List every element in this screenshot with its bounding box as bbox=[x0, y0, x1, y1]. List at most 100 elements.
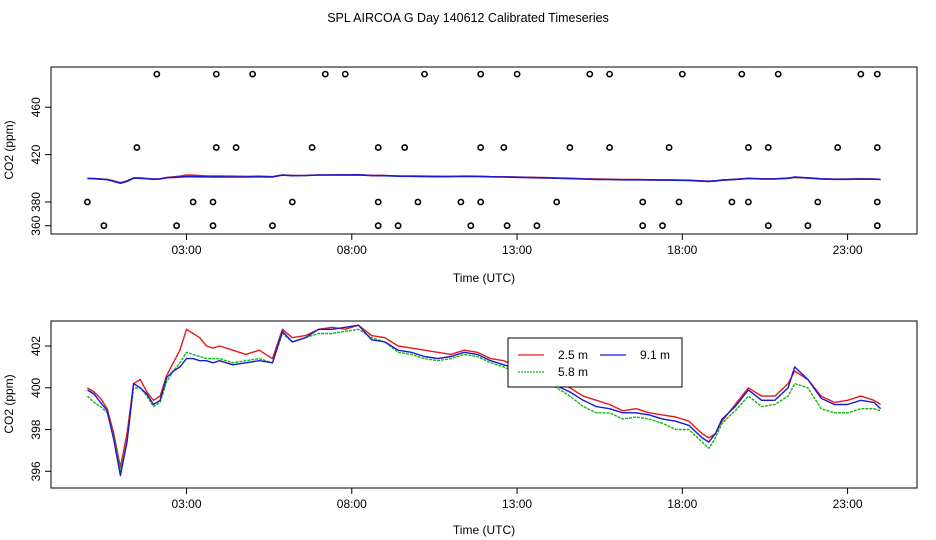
series-line-9-1-m bbox=[87, 324, 882, 477]
top-x-axis-label: Time (UTC) bbox=[453, 271, 515, 285]
calibration-point bbox=[764, 144, 772, 151]
series-line-5-8-m bbox=[86, 328, 881, 472]
top-y-axis: 360 380 420 460 bbox=[29, 97, 51, 236]
calibration-point bbox=[774, 70, 782, 78]
calibration-point bbox=[189, 198, 197, 206]
calibration-point bbox=[401, 144, 409, 151]
bottom-x-tick-label: 23:00 bbox=[833, 497, 863, 511]
calibration-point bbox=[100, 222, 108, 230]
calibration-point bbox=[606, 144, 613, 151]
calibration-point bbox=[209, 222, 217, 230]
top-y-tick-label: 460 bbox=[29, 97, 43, 117]
calibration-point bbox=[374, 144, 382, 151]
calibration-point bbox=[804, 222, 812, 230]
calibration-point bbox=[533, 222, 541, 230]
calibration-point bbox=[414, 198, 422, 206]
top-x-tick-label: 23:00 bbox=[833, 243, 863, 257]
legend-label-5-8m: 5.8 m bbox=[558, 365, 588, 379]
calibration-point bbox=[857, 70, 865, 78]
bottom-x-tick-label: 03:00 bbox=[172, 497, 202, 511]
calibration-point bbox=[249, 70, 256, 78]
top-x-tick-label: 18:00 bbox=[667, 243, 697, 257]
calibration-point bbox=[374, 222, 382, 230]
calibration-point bbox=[639, 222, 647, 230]
calibration-point bbox=[639, 198, 647, 206]
calibration-point bbox=[873, 144, 881, 151]
bottom-panel: 03:00 08:00 13:00 18:00 23:00 396 398 400 402 T… bbox=[2, 320, 918, 537]
calibration-point bbox=[606, 70, 613, 78]
legend: 2.5 m 9.1 m 5.8 m bbox=[507, 337, 683, 388]
calibration-point bbox=[665, 144, 673, 151]
calibration-point bbox=[764, 222, 772, 230]
calibration-point bbox=[394, 222, 402, 230]
top-calibration-points bbox=[84, 70, 881, 230]
calibration-point bbox=[873, 198, 881, 206]
bottom-y-axis-label: CO2 (ppm) bbox=[2, 374, 16, 433]
series-line-2-5-m bbox=[87, 324, 881, 468]
legend-label-9-1m: 9.1 m bbox=[640, 348, 670, 362]
top-series-lines bbox=[87, 173, 881, 185]
bottom-x-tick-label: 18:00 bbox=[667, 497, 697, 511]
calibration-point bbox=[738, 70, 746, 78]
top-y-tick-label: 420 bbox=[29, 144, 43, 164]
bottom-plot-frame bbox=[50, 320, 918, 489]
calibration-point bbox=[467, 222, 475, 230]
calibration-point bbox=[566, 144, 574, 151]
top-x-axis: 03:00 08:00 13:00 18:00 23:00 bbox=[172, 234, 863, 257]
bottom-x-tick-label: 13:00 bbox=[502, 497, 532, 511]
calibration-point bbox=[421, 70, 428, 78]
top-series-line-9-1-m bbox=[87, 173, 881, 185]
legend-label-2-5m: 2.5 m bbox=[558, 348, 588, 362]
calibration-point bbox=[477, 144, 485, 151]
calibration-point bbox=[745, 198, 752, 206]
top-y-axis-label: CO2 (ppm) bbox=[2, 120, 16, 179]
legend-box bbox=[507, 337, 683, 388]
calibration-point bbox=[321, 70, 329, 78]
calibration-point bbox=[675, 198, 683, 206]
calibration-point bbox=[477, 70, 485, 78]
calibration-point bbox=[374, 198, 382, 206]
calibration-point bbox=[834, 144, 842, 151]
figure-title: SPL AIRCOA G Day 140612 Calibrated Times… bbox=[327, 11, 609, 25]
calibration-point bbox=[173, 222, 180, 230]
top-x-tick-label: 08:00 bbox=[337, 243, 367, 257]
bottom-x-axis-label: Time (UTC) bbox=[453, 523, 515, 537]
bottom-x-tick-label: 08:00 bbox=[337, 497, 367, 511]
calibration-point bbox=[586, 70, 594, 78]
top-x-tick-label: 03:00 bbox=[172, 243, 202, 257]
calibration-point bbox=[500, 144, 508, 151]
calibration-point bbox=[814, 198, 822, 206]
calibration-point bbox=[209, 198, 217, 206]
top-plot-frame bbox=[50, 66, 918, 235]
calibration-point bbox=[269, 222, 276, 230]
top-x-tick-label: 13:00 bbox=[502, 243, 532, 257]
calibration-point bbox=[745, 144, 752, 151]
calibration-point bbox=[503, 222, 511, 230]
calibration-point bbox=[308, 144, 316, 151]
calibration-point bbox=[153, 70, 161, 78]
calibration-point bbox=[212, 70, 220, 78]
calibration-point bbox=[513, 70, 521, 78]
calibration-point bbox=[553, 198, 561, 206]
calibration-point bbox=[457, 198, 465, 206]
calibration-point bbox=[873, 70, 881, 78]
bottom-y-axis: 396 398 400 402 bbox=[29, 336, 51, 481]
calibration-point bbox=[341, 70, 349, 78]
bottom-y-tick-label: 400 bbox=[29, 377, 43, 397]
bottom-y-tick-label: 402 bbox=[29, 336, 43, 356]
bottom-y-tick-label: 398 bbox=[29, 419, 43, 439]
calibration-point bbox=[477, 198, 485, 206]
top-y-tick-label: 360 bbox=[29, 215, 43, 235]
calibration-point bbox=[678, 70, 686, 78]
bottom-series-lines bbox=[86, 324, 882, 477]
calibration-point bbox=[133, 144, 141, 151]
bottom-y-tick-label: 396 bbox=[29, 461, 43, 481]
calibration-point bbox=[728, 198, 736, 206]
top-y-tick-label: 380 bbox=[29, 192, 43, 212]
calibration-point bbox=[659, 222, 666, 230]
calibration-point bbox=[84, 198, 91, 206]
bottom-x-axis: 03:00 08:00 13:00 18:00 23:00 bbox=[172, 488, 863, 511]
calibration-point bbox=[873, 222, 881, 230]
top-panel: 03:00 08:00 13:00 18:00 23:00 360 380 420 460 T… bbox=[2, 66, 918, 285]
